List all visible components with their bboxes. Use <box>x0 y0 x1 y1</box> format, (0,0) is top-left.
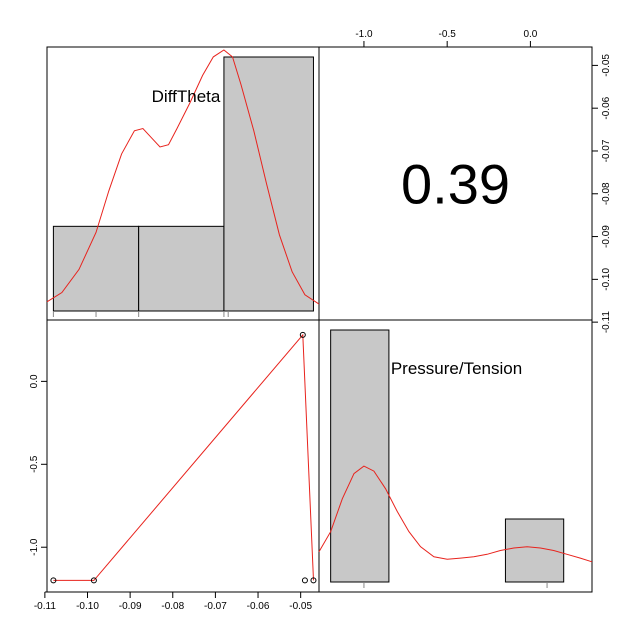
scatter-point-4 <box>301 577 308 584</box>
axis-right-tick-label-0: -0.05 <box>601 54 612 77</box>
pressure-histogram-panel <box>318 329 593 588</box>
axis-bottom-tick-label-1: -0.10 <box>76 601 99 612</box>
axis-right-tick-label-5: -0.10 <box>601 268 612 291</box>
difftheta-bar-2 <box>138 225 225 312</box>
axis-bottom-tick-label-0: -0.11 <box>34 601 56 612</box>
difftheta-density-curve <box>46 49 320 305</box>
axis-top-tick-label-0: -1.0 <box>355 29 373 40</box>
scatter-point-2 <box>90 577 97 584</box>
pressure-tension-label: Pressure/Tension <box>391 359 522 378</box>
difftheta-bar-3 <box>223 56 314 312</box>
axis-top-tick-label-1: -0.5 <box>439 29 457 40</box>
axis-right-tick-label-2: -0.07 <box>601 139 612 162</box>
difftheta-label: DiffTheta <box>152 87 221 106</box>
axis-right-tick-label-3: -0.08 <box>601 182 612 205</box>
y-axis-right: -0.05 -0.06 -0.07 -0.08 -0.09 -0.10 -0.11 <box>591 54 612 333</box>
pressure-density-curve <box>318 465 593 563</box>
pressure-bar-1 <box>330 329 390 583</box>
scatter-point-1 <box>50 577 57 584</box>
axis-left-tick-label-2: -1.0 <box>29 538 40 556</box>
x-axis-top: -1.0 -0.5 0.0 <box>355 29 538 48</box>
scatter-point-5 <box>310 577 317 584</box>
axis-bottom-tick-label-4: -0.07 <box>204 601 227 612</box>
axis-right-tick-label-6: -0.11 <box>601 311 612 333</box>
panel-bottom-right-frame <box>318 319 593 593</box>
axis-left-tick-label-1: -0.5 <box>29 455 40 473</box>
x-axis-bottom: -0.11 -0.10 -0.09 -0.08 -0.07 -0.06 -0.05 <box>34 591 313 612</box>
difftheta-bar-1 <box>52 225 140 312</box>
axis-right-tick-label-4: -0.09 <box>601 225 612 248</box>
correlation-value: 0.39 <box>401 153 510 216</box>
axis-bottom-tick-label-6: -0.05 <box>289 601 312 612</box>
panel-bottom-left-frame <box>46 319 320 593</box>
axis-bottom-tick-label-2: -0.09 <box>119 601 142 612</box>
axis-top-tick-label-2: 0.0 <box>523 29 537 40</box>
scatter-point-3 <box>299 331 306 338</box>
y-axis-left: 0.0 -0.5 -1.0 <box>29 374 48 556</box>
axis-left-tick-label-0: 0.0 <box>29 374 40 388</box>
axis-bottom-tick-label-3: -0.08 <box>161 601 184 612</box>
scatter-panel <box>50 331 317 584</box>
axis-bottom-tick-label-5: -0.06 <box>247 601 270 612</box>
difftheta-histogram-panel <box>46 49 320 317</box>
smooth-line <box>53 333 314 581</box>
axis-right-tick-label-1: -0.06 <box>601 96 612 119</box>
